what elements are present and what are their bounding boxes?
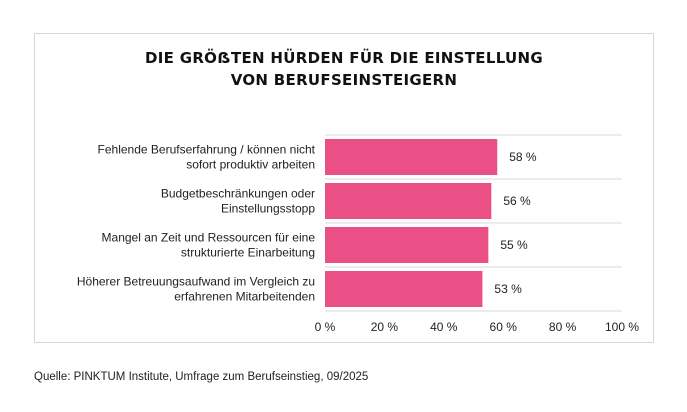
- x-tick-label: 60 %: [490, 320, 518, 334]
- category-label: Mangel an Zeit und Ressourcen für eine: [102, 231, 316, 245]
- bar: [325, 227, 489, 263]
- bar-value-label: 55 %: [500, 238, 528, 252]
- category-label: Einstellungsstopp: [221, 202, 315, 216]
- bar: [325, 271, 483, 307]
- category-label: Budgetbeschränkungen oder: [161, 187, 315, 201]
- source-note: Quelle: PINKTUM Institute, Umfrage zum B…: [34, 371, 369, 383]
- category-label: Fehlende Berufserfahrung / können nicht: [98, 143, 316, 157]
- chart-frame: DIE GRÖẞTEN HÜRDEN FÜR DIE EINSTELLUNG V…: [34, 33, 654, 343]
- category-label: sofort produktiv arbeiten: [186, 158, 315, 172]
- chart-title: DIE GRÖẞTEN HÜRDEN FÜR DIE EINSTELLUNG V…: [35, 47, 653, 91]
- category-label: strukturierte Einarbeitung: [181, 246, 315, 260]
- bar-value-label: 56 %: [503, 194, 531, 208]
- chart-title-line-1: DIE GRÖẞTEN HÜRDEN FÜR DIE EINSTELLUNG: [145, 49, 543, 67]
- bar: [325, 183, 492, 219]
- x-tick-label: 0 %: [315, 320, 336, 334]
- bar-chart: 58 % Fehlende Berufserfahrung / können ni…: [77, 134, 639, 334]
- x-tick-label: 20 %: [371, 320, 399, 334]
- category-label: erfahrenen Mitarbeitenden: [174, 290, 315, 304]
- bar: [325, 139, 498, 175]
- bar-value-label: 58 %: [509, 150, 537, 164]
- bar-value-label: 53 %: [494, 282, 522, 296]
- x-tick-label: 40 %: [430, 320, 458, 334]
- category-label: Höherer Betreuungsaufwand im Vergleich z…: [77, 275, 315, 289]
- x-tick-label: 80 %: [549, 320, 577, 334]
- x-tick-label: 100 %: [605, 320, 639, 334]
- chart-title-line-2: VON BERUFSEINSTEIGERN: [230, 71, 458, 89]
